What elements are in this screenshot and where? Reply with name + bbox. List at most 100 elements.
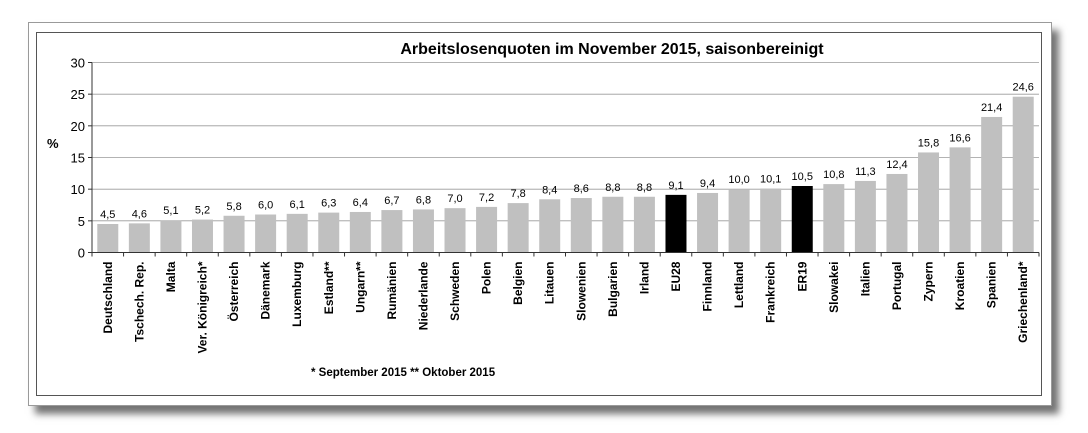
category-label: Zypern [922,262,936,302]
value-label: 6,1 [290,199,305,211]
category-label: Finnland [701,262,715,312]
y-tick-label: 10 [71,182,85,197]
bar [318,212,340,253]
category-label: Rumänien [385,262,399,320]
category-label: Estland** [322,261,336,314]
category-labels: Deutschland Tschech. Rep. Malta Ver. Königr… [101,261,1030,353]
category-label: Niederlande [416,261,430,330]
category-label: Tschech. Rep. [132,262,146,342]
bar [949,147,971,253]
value-label: 10,1 [760,174,781,186]
value-label: 6,0 [258,200,273,212]
gridlines [92,62,1039,222]
bar [412,209,434,253]
chart-frame: Arbeitslosenquoten im November 2015, sai… [28,22,1052,406]
chart-title: Arbeitslosenquoten im November 2015, sai… [400,41,824,58]
category-label: Slowakei [827,262,841,313]
value-label: 10,0 [728,174,749,186]
value-label: 4,5 [100,209,115,221]
bar [918,152,940,253]
category-label: Ungarn** [353,261,367,313]
bar [255,214,277,253]
value-label: 9,1 [668,180,683,192]
bar [160,220,182,253]
y-tick-label: 5 [78,214,85,229]
bar [381,210,403,253]
footnote: * September 2015 ** Oktober 2015 [311,367,496,379]
bar-chart: Arbeitslosenquoten im November 2015, sai… [47,41,1040,379]
category-label: Schweden [448,262,462,321]
category-label: EU28 [669,261,683,291]
bar [602,196,624,253]
category-label: Polen [480,262,494,295]
value-label: 8,8 [637,182,652,194]
bar [570,198,592,253]
value-label: 9,4 [700,178,715,190]
category-label: Griechenland* [1016,261,1030,343]
y-axis-ticks: 0 5 10 15 20 25 30 [71,56,92,261]
category-label: Österreich [226,262,241,322]
value-label: 7,8 [511,188,526,200]
category-label: Kroatien [953,262,967,311]
category-label: Luxemburg [290,262,304,327]
value-label: 5,8 [226,201,241,213]
value-labels: 4,5 4,6 5,1 5,2 5,8 6,0 6,1 6,3 6,4 6,7 6,8 7,0 7,2 7… [100,82,1034,221]
bar [697,192,719,253]
y-tick-label: 15 [71,151,85,166]
category-label: Irland [637,262,651,295]
category-label: Malta [164,261,178,292]
bar [760,188,782,253]
category-label: ER19 [795,261,809,291]
bar [349,211,371,253]
bar [539,199,561,253]
value-label: 7,0 [447,193,462,205]
category-label: Italien [858,262,872,297]
category-label: Frankreich [764,262,778,323]
value-label: 5,1 [163,205,178,217]
category-label: Litauen [543,262,557,305]
bar [633,196,655,253]
chart-border [36,32,1042,396]
bar [791,186,813,253]
category-label: Belgien [511,262,525,305]
value-label: 15,8 [918,137,939,149]
category-label: Slowenien [574,262,588,321]
value-label: 6,4 [353,197,368,209]
bar [97,224,119,253]
value-label: 5,2 [195,205,210,217]
bar [191,219,213,253]
bar [444,208,466,253]
value-label: 6,8 [416,194,431,206]
bar [286,213,308,253]
category-label: Spanien [985,262,999,309]
value-label: 11,3 [855,166,876,178]
bar [823,184,845,253]
y-tick-label: 30 [71,56,85,71]
category-label: Portugal [890,262,904,311]
value-label: 8,4 [542,184,557,196]
value-label: 8,6 [574,183,589,195]
value-label: 6,7 [384,195,399,207]
category-label: Bulgarien [606,262,620,317]
category-label: Dänemark [259,261,273,319]
bar [223,215,245,253]
value-label: 4,6 [132,208,147,220]
bar [1012,96,1034,253]
value-label: 10,8 [823,169,844,181]
bar [886,173,908,253]
y-axis-label: % [47,136,59,151]
category-label: Lettland [732,262,746,309]
category-label: Ver. Königreich* [195,261,209,353]
bar [728,189,750,253]
bar [981,116,1003,253]
axes [91,62,1040,257]
value-label: 12,4 [886,159,907,171]
value-label: 8,8 [605,182,620,194]
y-tick-label: 20 [71,119,85,134]
bar [665,194,687,253]
value-label: 7,2 [479,192,494,204]
y-tick-label: 25 [71,87,85,102]
bar [507,203,529,253]
bar [476,206,498,253]
category-label: Deutschland [101,262,115,334]
